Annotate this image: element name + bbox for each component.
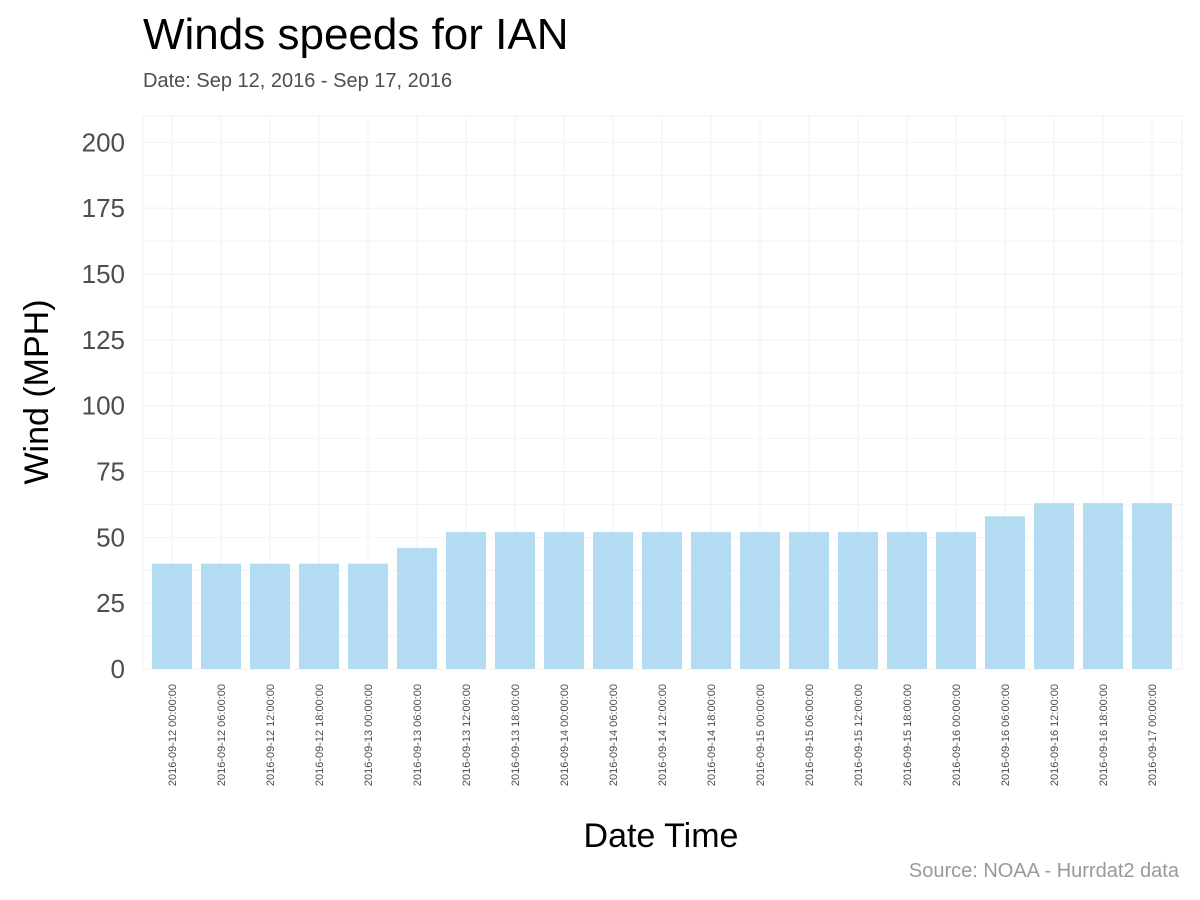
bar	[446, 532, 486, 669]
chart-title: Winds speeds for IAN	[143, 10, 569, 59]
y-tick-label: 175	[82, 193, 125, 223]
x-tick-label: 2016-09-14 12:00:00	[657, 684, 669, 786]
y-axis-label: Wind (MPH)	[18, 299, 56, 484]
y-tick-label: 75	[96, 457, 125, 487]
bar	[593, 532, 633, 669]
bar	[495, 532, 535, 669]
x-tick-labels: 2016-09-12 00:00:00 2016-09-12 06:00:00 20…	[167, 684, 1159, 786]
bar	[740, 532, 780, 669]
x-tick-label: 2016-09-16 00:00:00	[951, 684, 963, 786]
bar	[985, 516, 1025, 669]
x-tick-label: 2016-09-15 00:00:00	[755, 684, 767, 786]
x-tick-label: 2016-09-16 18:00:00	[1098, 684, 1110, 786]
x-tick-label: 2016-09-14 00:00:00	[559, 684, 571, 786]
y-tick-label: 200	[82, 127, 125, 157]
x-tick-label: 2016-09-12 12:00:00	[265, 684, 277, 786]
bar	[348, 563, 388, 669]
y-tick-label: 150	[82, 259, 125, 289]
bar	[201, 563, 241, 669]
y-tick-label: 25	[96, 588, 125, 618]
x-tick-label: 2016-09-15 06:00:00	[804, 684, 816, 786]
bar	[544, 532, 584, 669]
bar	[936, 532, 976, 669]
x-tick-label: 2016-09-13 18:00:00	[510, 684, 522, 786]
x-tick-label: 2016-09-17 00:00:00	[1147, 684, 1159, 786]
x-tick-label: 2016-09-15 12:00:00	[853, 684, 865, 786]
x-tick-label: 2016-09-15 18:00:00	[902, 684, 914, 786]
x-tick-label: 2016-09-13 12:00:00	[461, 684, 473, 786]
x-tick-label: 2016-09-14 18:00:00	[706, 684, 718, 786]
x-tick-label: 2016-09-16 12:00:00	[1049, 684, 1061, 786]
y-tick-labels: 0 25 50 75 100 125 150 175 200	[82, 127, 125, 684]
x-tick-label: 2016-09-12 06:00:00	[216, 684, 228, 786]
x-tick-label: 2016-09-12 18:00:00	[314, 684, 326, 786]
x-axis-label: Date Time	[584, 817, 739, 855]
y-tick-label: 125	[82, 325, 125, 355]
x-tick-label: 2016-09-13 00:00:00	[363, 684, 375, 786]
x-tick-label: 2016-09-12 00:00:00	[167, 684, 179, 786]
bar	[1132, 503, 1172, 669]
source-caption: Source: NOAA - Hurrdat2 data	[908, 860, 1179, 882]
bar	[1034, 503, 1074, 669]
chart-subtitle: Date: Sep 12, 2016 - Sep 17, 2016	[143, 70, 453, 92]
y-tick-label: 0	[111, 654, 125, 684]
bar	[691, 532, 731, 669]
bar	[838, 532, 878, 669]
bar	[250, 563, 290, 669]
bar	[789, 532, 829, 669]
bar	[887, 532, 927, 669]
bars	[152, 503, 1172, 669]
bar	[152, 563, 192, 669]
bar	[397, 547, 437, 669]
x-tick-label: 2016-09-13 06:00:00	[412, 684, 424, 786]
x-tick-label: 2016-09-16 06:00:00	[1000, 684, 1012, 786]
y-tick-label: 50	[96, 522, 125, 552]
bar	[642, 532, 682, 669]
bar	[1083, 503, 1123, 669]
y-tick-label: 100	[82, 391, 125, 421]
x-tick-label: 2016-09-14 06:00:00	[608, 684, 620, 786]
bar	[299, 563, 339, 669]
